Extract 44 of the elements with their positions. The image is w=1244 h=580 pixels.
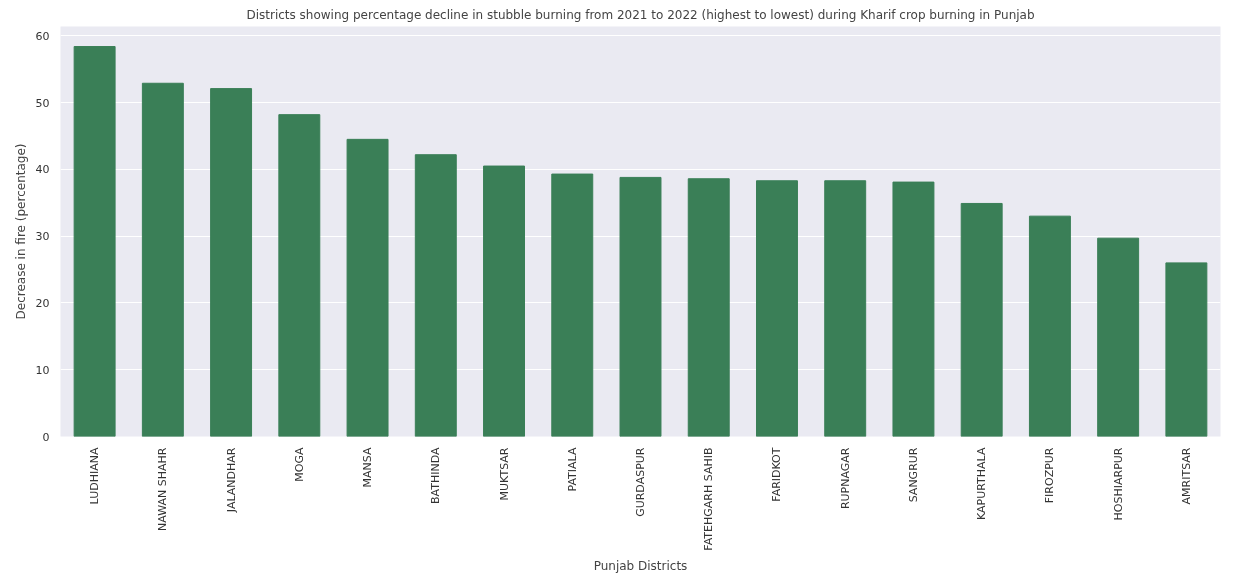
y-tick-label: 60 bbox=[35, 29, 50, 43]
bar bbox=[619, 176, 662, 437]
x-tick-label: RUPNAGAR bbox=[838, 447, 852, 510]
y-tick-label: 20 bbox=[35, 296, 50, 310]
bar bbox=[73, 46, 116, 437]
bar bbox=[824, 180, 867, 437]
bar bbox=[1165, 262, 1208, 437]
bar bbox=[960, 202, 1003, 437]
x-tick-label: AMRITSAR bbox=[1179, 447, 1193, 505]
bar bbox=[278, 114, 321, 437]
bar bbox=[892, 181, 935, 437]
y-tick-label: 40 bbox=[35, 163, 50, 177]
bar bbox=[414, 154, 457, 437]
y-axis-title: Decrease in fire (percentage) bbox=[13, 143, 28, 320]
x-tick-label: MOGA bbox=[292, 447, 306, 482]
bar bbox=[483, 165, 525, 437]
x-tick-label: MANSA bbox=[361, 447, 375, 488]
x-tick-label: PATIALA bbox=[565, 447, 579, 492]
bar bbox=[346, 138, 389, 437]
x-tick-label: FATEHGARH SAHIB bbox=[702, 447, 716, 551]
x-tick-label: GURDASPUR bbox=[634, 447, 647, 517]
y-tick-label: 0 bbox=[42, 430, 50, 444]
y-tick-label: 50 bbox=[35, 96, 50, 110]
bar bbox=[1028, 215, 1071, 437]
bar bbox=[1097, 237, 1140, 437]
x-tick-label: FIROZPUR bbox=[1043, 447, 1057, 504]
chart-title: Districts showing percentage decline in stubble burning from 2021 to 2022 (highest to lowest) during Kharif crop burning in Punjab bbox=[246, 7, 1035, 22]
bar bbox=[687, 178, 730, 437]
bar bbox=[551, 173, 594, 437]
x-tick-label: BATHINDA bbox=[429, 447, 443, 504]
bar bbox=[756, 180, 798, 437]
x-tick-label: LUDHIANA bbox=[88, 447, 102, 505]
x-tick-label: NAWAN SHAHR bbox=[156, 447, 170, 531]
bar bbox=[141, 82, 184, 437]
x-tick-label: JALANDHAR bbox=[224, 447, 238, 514]
bar bbox=[210, 88, 253, 437]
x-tick-label: SANGRUR bbox=[906, 447, 920, 503]
y-tick-label: 30 bbox=[35, 230, 50, 244]
y-tick-label: 10 bbox=[35, 363, 50, 377]
x-tick-label: HOSHIARPUR bbox=[1111, 447, 1125, 521]
x-axis-title: Punjab Districts bbox=[593, 558, 688, 573]
x-tick-label: MUKTSAR bbox=[497, 447, 511, 501]
x-tick-label: KAPURTHALA bbox=[975, 447, 989, 520]
x-tick-label: FARIDKOT bbox=[770, 447, 784, 502]
